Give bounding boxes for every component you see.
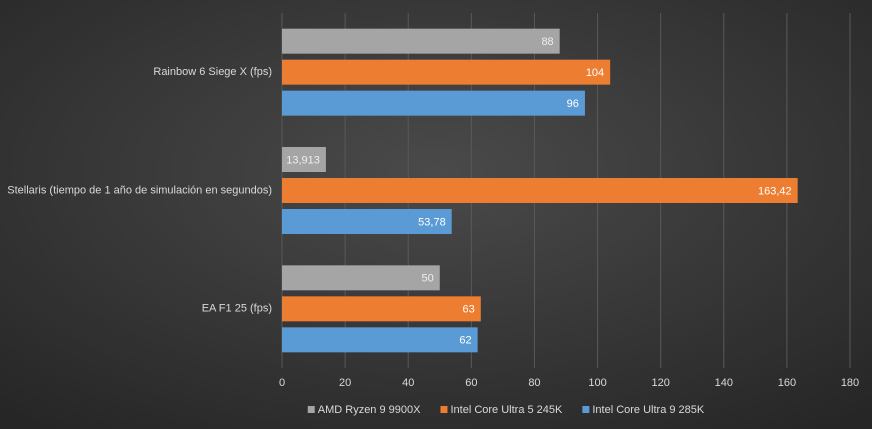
value-label: 50 <box>422 273 434 285</box>
value-label: 13,913 <box>286 154 320 166</box>
legend-swatch <box>440 406 448 413</box>
x-tick-label: 40 <box>402 377 414 389</box>
bar <box>282 327 478 353</box>
bar <box>282 296 481 322</box>
legend-swatch <box>582 406 590 413</box>
legend-label: AMD Ryzen 9 9900X <box>318 404 421 416</box>
legend-swatch <box>307 406 315 413</box>
x-tick-label: 140 <box>715 377 733 389</box>
legend-label: Intel Core Ultra 9 285K <box>592 404 705 416</box>
x-tick-label: 160 <box>778 377 796 389</box>
legend-label: Intel Core Ultra 5 245K <box>450 404 563 416</box>
bar <box>282 178 798 203</box>
bar <box>282 209 452 234</box>
bar <box>282 28 560 54</box>
x-tick-label: 60 <box>465 377 477 389</box>
value-label: 88 <box>541 36 553 48</box>
x-tick-label: 100 <box>588 377 606 389</box>
bar <box>282 147 326 172</box>
x-tick-label: 20 <box>339 377 351 389</box>
value-label: 53,78 <box>418 216 446 228</box>
bar <box>282 59 611 85</box>
category-label: EA F1 25 (fps) <box>202 303 272 315</box>
value-label: 62 <box>459 335 471 347</box>
x-tick-label: 0 <box>279 377 285 389</box>
value-label: 104 <box>586 67 604 79</box>
bar <box>282 90 585 116</box>
x-tick-label: 80 <box>528 377 540 389</box>
value-label: 163,42 <box>758 185 792 197</box>
category-label: Stellaris (tiempo de 1 año de simulación… <box>7 184 272 196</box>
category-label: Rainbow 6 Siege X (fps) <box>153 66 272 78</box>
value-label: 63 <box>463 304 475 316</box>
x-tick-label: 120 <box>651 377 669 389</box>
x-tick-label: 180 <box>841 377 859 389</box>
bar <box>282 265 440 291</box>
value-label: 96 <box>567 98 579 110</box>
